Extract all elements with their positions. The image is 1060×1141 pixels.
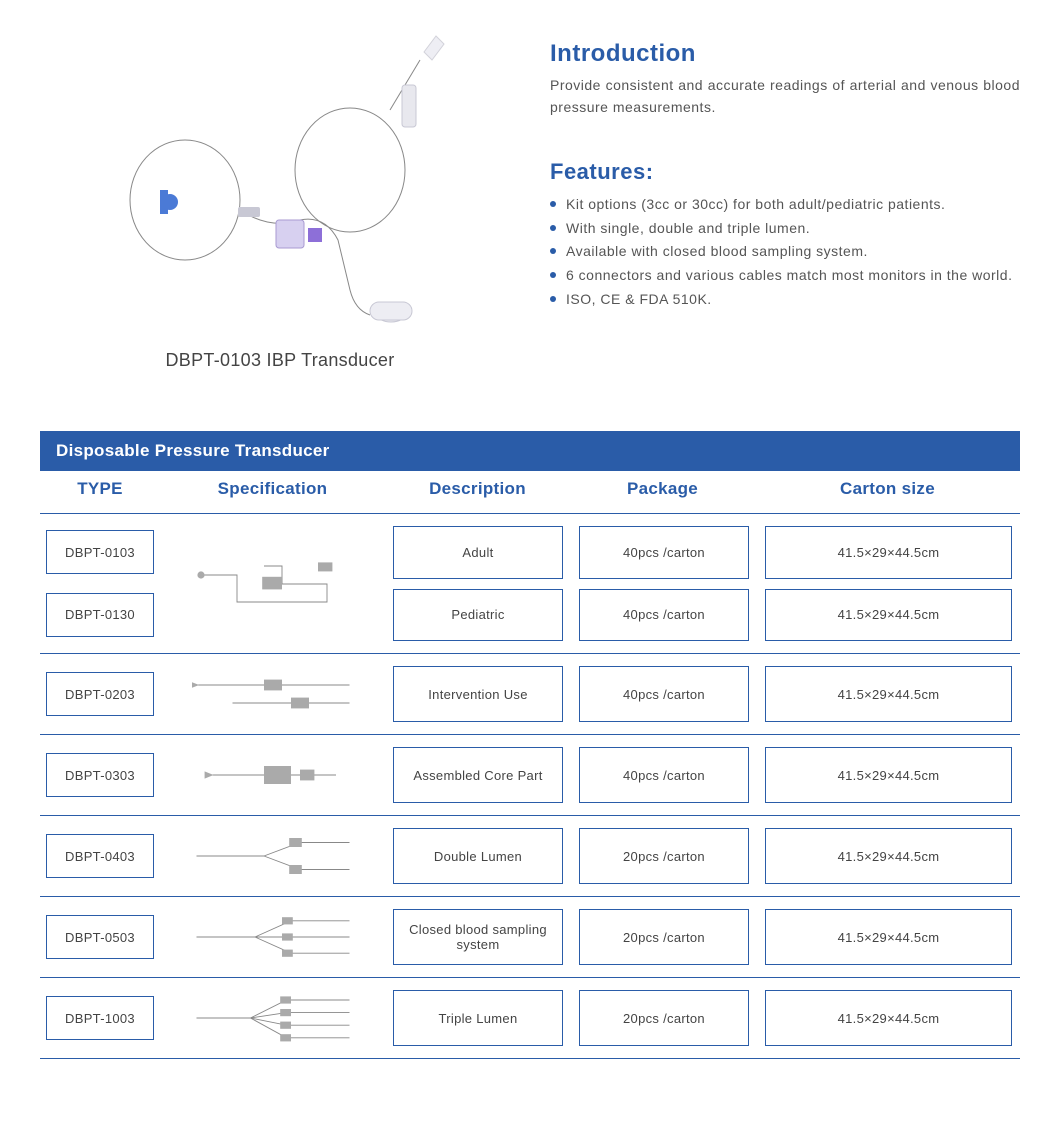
table-row: Intervention Use 40pcs /carton 41.5×29×44.… [385, 666, 1020, 722]
cell-carton-size: 41.5×29×44.5cm [765, 747, 1012, 803]
spec-diagram-icon [173, 526, 373, 641]
table-row: Adult 40pcs /carton 41.5×29×44.5cm [385, 526, 1020, 579]
product-caption: DBPT-0103 IBP Transducer [166, 350, 395, 371]
group-type-col: DBPT-1003 [40, 986, 160, 1050]
group-type-col: DBPT-0203 [40, 662, 160, 726]
cell-description: Triple Lumen [393, 990, 563, 1046]
spec-diagram-icon [173, 666, 373, 722]
table-row: Double Lumen 20pcs /carton 41.5×29×44.5cm [385, 828, 1020, 884]
table-row-group: DBPT-0203 Intervention Use 40pcs /carton 41… [40, 654, 1020, 735]
introduction-heading: Introduction [550, 40, 1020, 68]
table-body: DBPT-0103 DBPT-0130 Adult 40pcs /carton 41.5… [40, 514, 1020, 1059]
cell-package: 40pcs /carton [579, 526, 749, 579]
cell-description: Assembled Core Part [393, 747, 563, 803]
group-right-col: Adult40pcs /carton41.5×29×44.5cmPediatri… [385, 522, 1020, 645]
col-header-pack: Package [570, 479, 755, 499]
cell-description: Pediatric [393, 589, 563, 642]
cell-carton-size: 41.5×29×44.5cm [765, 909, 1012, 965]
cell-package: 20pcs /carton [579, 828, 749, 884]
cell-description: Adult [393, 526, 563, 579]
group-right-col: Closed blood sampling system 20pcs /carto… [385, 905, 1020, 969]
col-header-cart: Carton size [755, 479, 1020, 499]
cell-carton-size: 41.5×29×44.5cm [765, 828, 1012, 884]
cell-type: DBPT-0303 [46, 753, 154, 797]
feature-item: 6 connectors and various cables match mo… [550, 264, 1020, 288]
group-spec-col [160, 986, 385, 1050]
cell-package: 40pcs /carton [579, 666, 749, 722]
group-right-col: Assembled Core Part 40pcs /carton 41.5×29×… [385, 743, 1020, 807]
feature-item: Kit options (3cc or 30cc) for both adult… [550, 193, 1020, 217]
group-right-col: Double Lumen 20pcs /carton 41.5×29×44.5cm [385, 824, 1020, 888]
product-area: DBPT-0103 IBP Transducer [40, 30, 520, 371]
table-row-group: DBPT-0403 Double Lumen 20pcs /carton 41.5×2… [40, 816, 1020, 897]
cell-type: DBPT-0103 [46, 530, 154, 574]
table-row: Pediatric 40pcs /carton 41.5×29×44.5cm [385, 589, 1020, 642]
group-spec-col [160, 743, 385, 807]
cell-type: DBPT-0503 [46, 915, 154, 959]
col-header-type: TYPE [40, 479, 160, 499]
spec-table: Disposable Pressure Transducer TYPE Spec… [40, 431, 1020, 1059]
features-heading: Features: [550, 159, 1020, 185]
spec-diagram-icon [173, 909, 373, 965]
cell-type: DBPT-1003 [46, 996, 154, 1040]
product-image [90, 30, 470, 340]
group-type-col: DBPT-0503 [40, 905, 160, 969]
features-list: Kit options (3cc or 30cc) for both adult… [550, 193, 1020, 312]
cell-type: DBPT-0403 [46, 834, 154, 878]
cell-carton-size: 41.5×29×44.5cm [765, 990, 1012, 1046]
table-row-group: DBPT-0503 Closed blood sampling system 20p… [40, 897, 1020, 978]
group-spec-col [160, 824, 385, 888]
table-row: Closed blood sampling system 20pcs /carto… [385, 909, 1020, 965]
table-row-group: DBPT-0103 DBPT-0130 Adult 40pcs /carton 41.5… [40, 514, 1020, 654]
table-row: Triple Lumen 20pcs /carton 41.5×29×44.5cm [385, 990, 1020, 1046]
cell-type: DBPT-0130 [46, 593, 154, 637]
introduction-text: Provide consistent and accurate readings… [550, 74, 1020, 119]
cell-package: 20pcs /carton [579, 990, 749, 1046]
cell-package: 40pcs /carton [579, 589, 749, 642]
table-row-group: DBPT-1003 Triple Lumen 20pcs /carton 41.5×2… [40, 978, 1020, 1059]
group-right-col: Intervention Use 40pcs /carton 41.5×29×44.… [385, 662, 1020, 726]
group-spec-col [160, 522, 385, 645]
table-row: Assembled Core Part 40pcs /carton 41.5×29×… [385, 747, 1020, 803]
feature-item: Available with closed blood sampling sys… [550, 240, 1020, 264]
table-column-headers: TYPE Specification Description Package C… [40, 471, 1020, 514]
cell-carton-size: 41.5×29×44.5cm [765, 666, 1012, 722]
top-section: DBPT-0103 IBP Transducer Introduction Pr… [40, 30, 1020, 371]
cell-description: Double Lumen [393, 828, 563, 884]
table-title: Disposable Pressure Transducer [40, 431, 1020, 471]
feature-item: With single, double and triple lumen. [550, 217, 1020, 241]
spec-diagram-icon [173, 828, 373, 884]
group-type-col: DBPT-0403 [40, 824, 160, 888]
spec-diagram-icon [173, 747, 373, 803]
feature-item: ISO, CE & FDA 510K. [550, 288, 1020, 312]
cell-package: 20pcs /carton [579, 909, 749, 965]
info-area: Introduction Provide consistent and accu… [550, 30, 1020, 371]
cell-type: DBPT-0203 [46, 672, 154, 716]
group-right-col: Triple Lumen 20pcs /carton 41.5×29×44.5cm [385, 986, 1020, 1050]
group-spec-col [160, 662, 385, 726]
cell-description: Intervention Use [393, 666, 563, 722]
group-type-col: DBPT-0103 DBPT-0130 [40, 522, 160, 645]
cell-description: Closed blood sampling system [393, 909, 563, 965]
transducer-illustration-icon [90, 30, 470, 340]
group-type-col: DBPT-0303 [40, 743, 160, 807]
group-spec-col [160, 905, 385, 969]
cell-carton-size: 41.5×29×44.5cm [765, 526, 1012, 579]
spec-diagram-icon [173, 990, 373, 1046]
col-header-spec: Specification [160, 479, 385, 499]
cell-package: 40pcs /carton [579, 747, 749, 803]
col-header-desc: Description [385, 479, 570, 499]
cell-carton-size: 41.5×29×44.5cm [765, 589, 1012, 642]
table-row-group: DBPT-0303 Assembled Core Part 40pcs /carto… [40, 735, 1020, 816]
